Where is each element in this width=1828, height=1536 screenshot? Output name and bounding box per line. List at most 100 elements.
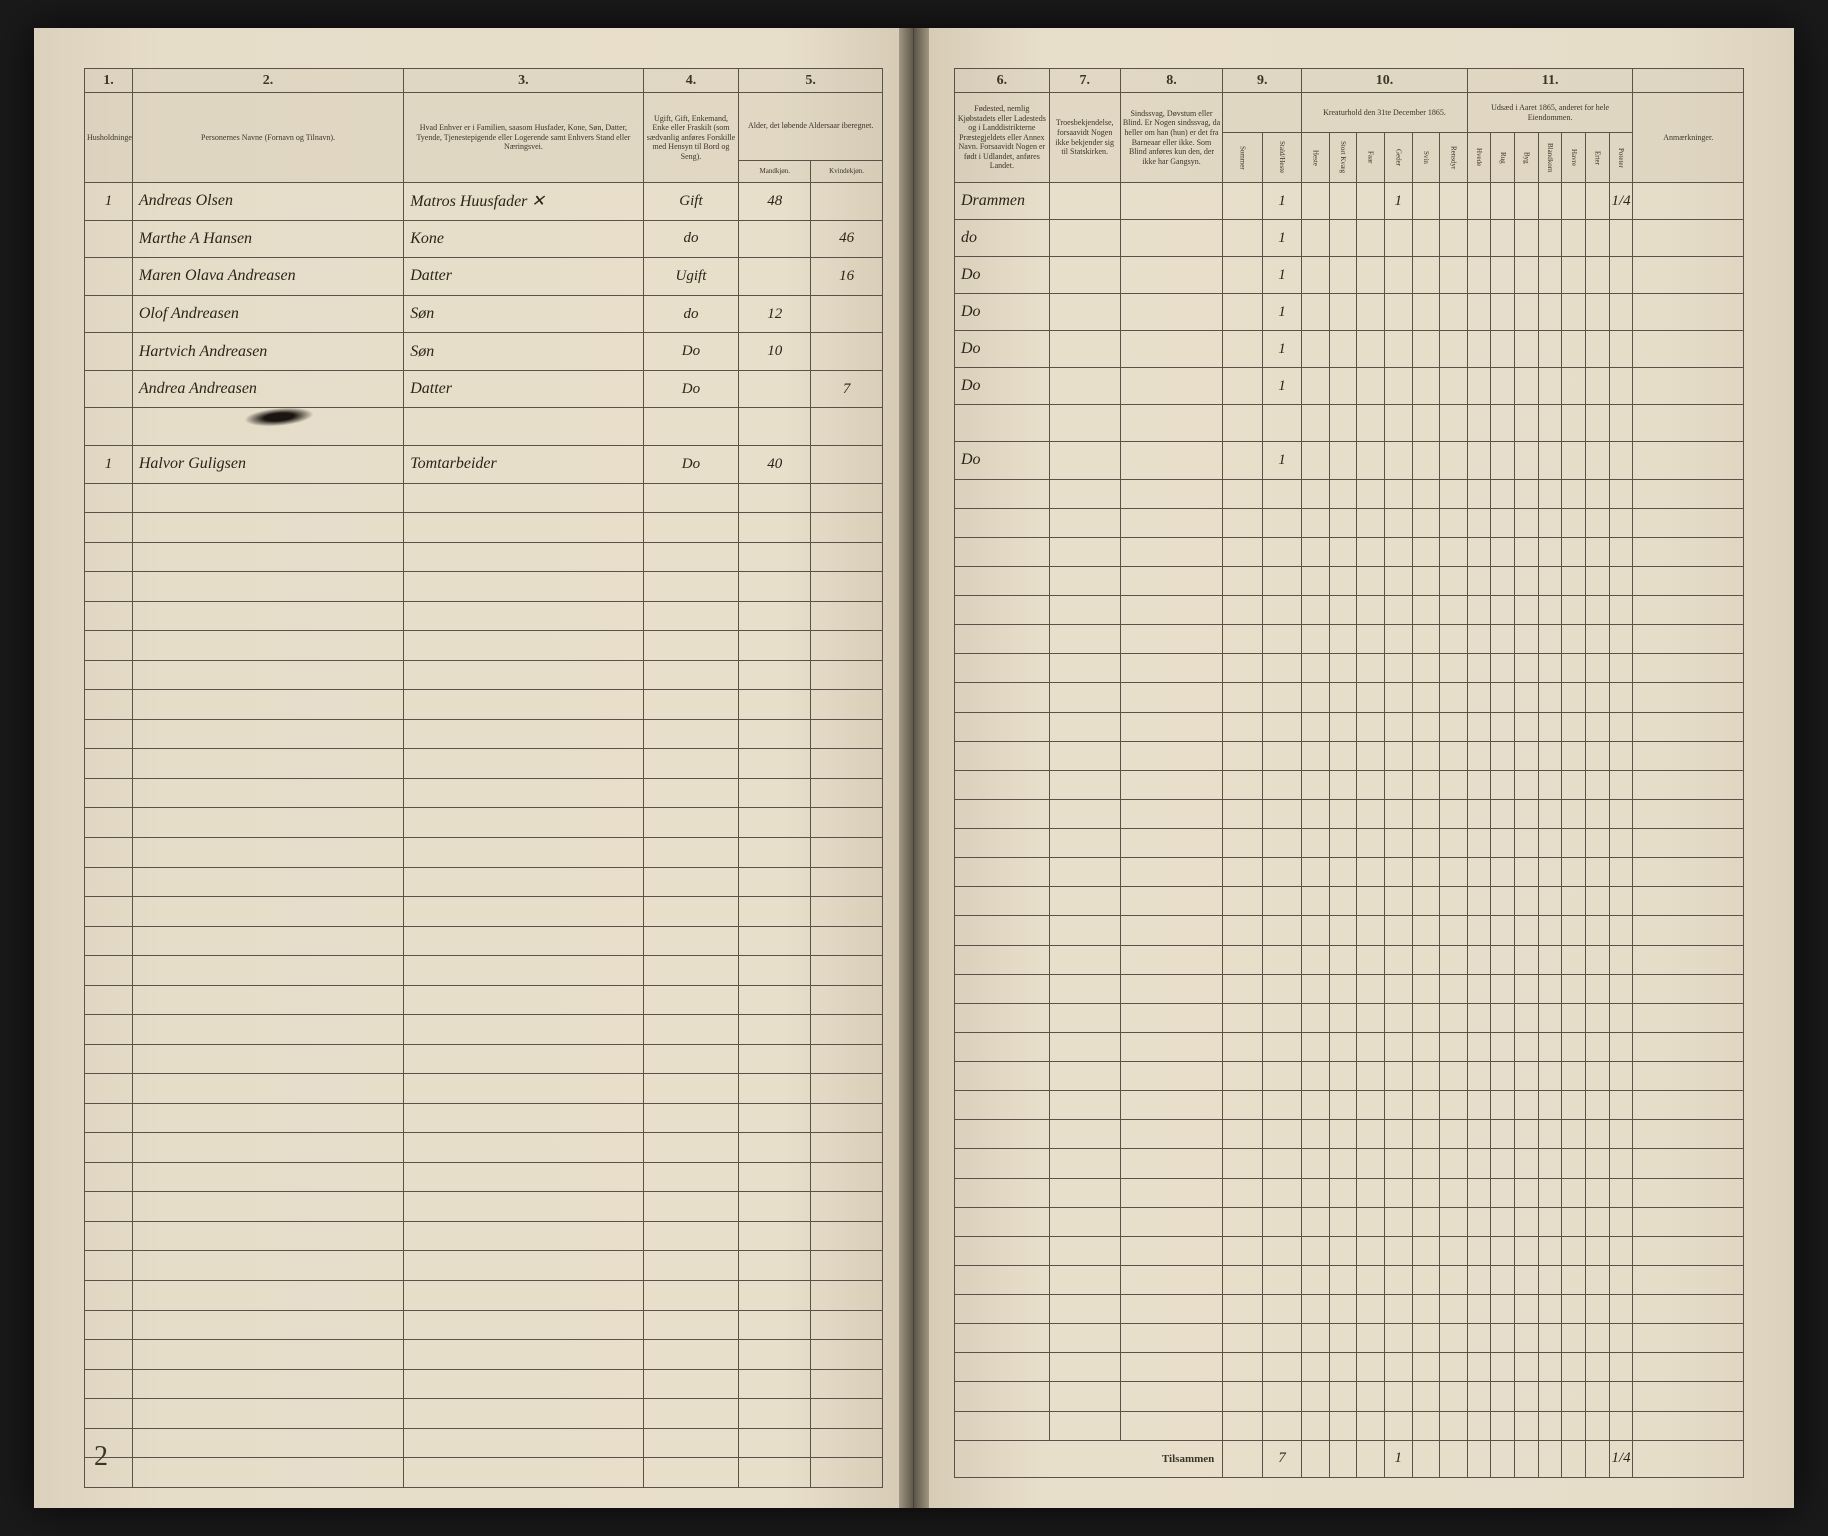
cell (1302, 331, 1330, 368)
table-row (85, 956, 883, 986)
table-row (955, 1236, 1744, 1265)
cell (1357, 368, 1385, 405)
cell (1440, 220, 1468, 257)
col-num-4: 4. (643, 69, 739, 93)
cell (1467, 368, 1491, 405)
cell (1357, 442, 1385, 479)
sub-11a: Hvede (1467, 133, 1491, 183)
sub-11e: Havre (1562, 133, 1586, 183)
cell (1329, 405, 1357, 442)
cell (1440, 442, 1468, 479)
cell (1357, 331, 1385, 368)
table-row (955, 1062, 1744, 1091)
cell (1467, 331, 1491, 368)
ledger-book: 1. 2. 3. 4. 5. Husholdninger. Personerne… (34, 28, 1794, 1508)
sub-11f: Erter (1586, 133, 1610, 183)
col-num-9: 9. (1223, 69, 1302, 93)
table-row (955, 1411, 1744, 1440)
cell-age-k (811, 183, 883, 221)
cell (1562, 220, 1586, 257)
sub-5b: Kvindekjøn. (811, 160, 883, 183)
cell (1609, 368, 1633, 405)
cell (1633, 331, 1744, 368)
cell (1538, 405, 1562, 442)
cell (1329, 294, 1357, 331)
table-row: Do1 (955, 442, 1744, 479)
cell (1515, 405, 1539, 442)
table-row (85, 483, 883, 513)
table-row (85, 1280, 883, 1310)
col-header-4: Ugift, Gift, Enkemand, Enke eller Fraski… (643, 93, 739, 183)
cell-name: Hartvich Andreasen (132, 333, 403, 371)
table-row: Hartvich AndreasenSønDo10 (85, 333, 883, 371)
cell (1538, 331, 1562, 368)
table-row (85, 1192, 883, 1222)
table-row (955, 654, 1744, 683)
table-row (955, 596, 1744, 625)
cell-role: Søn (404, 295, 643, 333)
cell: Do (955, 257, 1050, 294)
cell-name: Andrea Andreasen (132, 370, 403, 408)
table-row (955, 712, 1744, 741)
cell (1223, 442, 1262, 479)
cell-name: Andreas Olsen (132, 183, 403, 221)
cell (1440, 294, 1468, 331)
table-row (85, 542, 883, 572)
cell (1302, 442, 1330, 479)
cell-hh (85, 220, 133, 258)
cell (1562, 442, 1586, 479)
table-row: do1 (955, 220, 1744, 257)
cell (1515, 294, 1539, 331)
table-row (955, 974, 1744, 1003)
left-page: 1. 2. 3. 4. 5. Husholdninger. Personerne… (34, 28, 914, 1508)
table-row (955, 1324, 1744, 1353)
cell (1384, 220, 1412, 257)
table-row (955, 1120, 1744, 1149)
cell (1586, 442, 1610, 479)
left-tbody: 1Andreas OlsenMatros Huusfader ✕Gift48Ma… (85, 183, 883, 1488)
table-row (85, 1310, 883, 1340)
cell: 1 (1262, 183, 1301, 220)
cell (1302, 405, 1330, 442)
cell (1412, 368, 1440, 405)
cell (1538, 294, 1562, 331)
cell (1515, 183, 1539, 220)
cell (1049, 405, 1120, 442)
cell (1120, 294, 1223, 331)
table-row (85, 408, 883, 446)
cell: do (955, 220, 1050, 257)
table-row (85, 1133, 883, 1163)
table-row (955, 1295, 1744, 1324)
cell (1120, 183, 1223, 220)
totals-10-4: 1 (1384, 1440, 1412, 1477)
cell (1562, 257, 1586, 294)
cell (1491, 220, 1515, 257)
cell (1049, 442, 1120, 479)
cell (1384, 294, 1412, 331)
cell (1329, 257, 1357, 294)
table-row (955, 508, 1744, 537)
cell (1562, 331, 1586, 368)
col-header-8: Sindssvag, Døvstum eller Blind. Er Nogen… (1120, 93, 1223, 183)
sub-11g: Poteter (1609, 133, 1633, 183)
cell-age-m (739, 220, 811, 258)
sub-9a: Sommer (1223, 133, 1262, 183)
table-row (85, 660, 883, 690)
col-header-2: Personernes Navne (Fornavn og Tilnavn). (132, 93, 403, 183)
sub-11d: Blandkorn (1538, 133, 1562, 183)
cell-hh (85, 295, 133, 333)
cell (1467, 405, 1491, 442)
table-row: 1Andreas OlsenMatros Huusfader ✕Gift48 (85, 183, 883, 221)
cell-age-m (739, 258, 811, 296)
cell-age-k (811, 295, 883, 333)
table-row: Drammen111/4 (955, 183, 1744, 220)
cell (1440, 331, 1468, 368)
cell: 1 (1262, 331, 1301, 368)
cell: 1 (1262, 368, 1301, 405)
cell: Drammen (955, 183, 1050, 220)
cell (1262, 405, 1301, 442)
cell (1384, 331, 1412, 368)
table-row (85, 1074, 883, 1104)
col-num-3: 3. (404, 69, 643, 93)
cell: 1 (1384, 183, 1412, 220)
